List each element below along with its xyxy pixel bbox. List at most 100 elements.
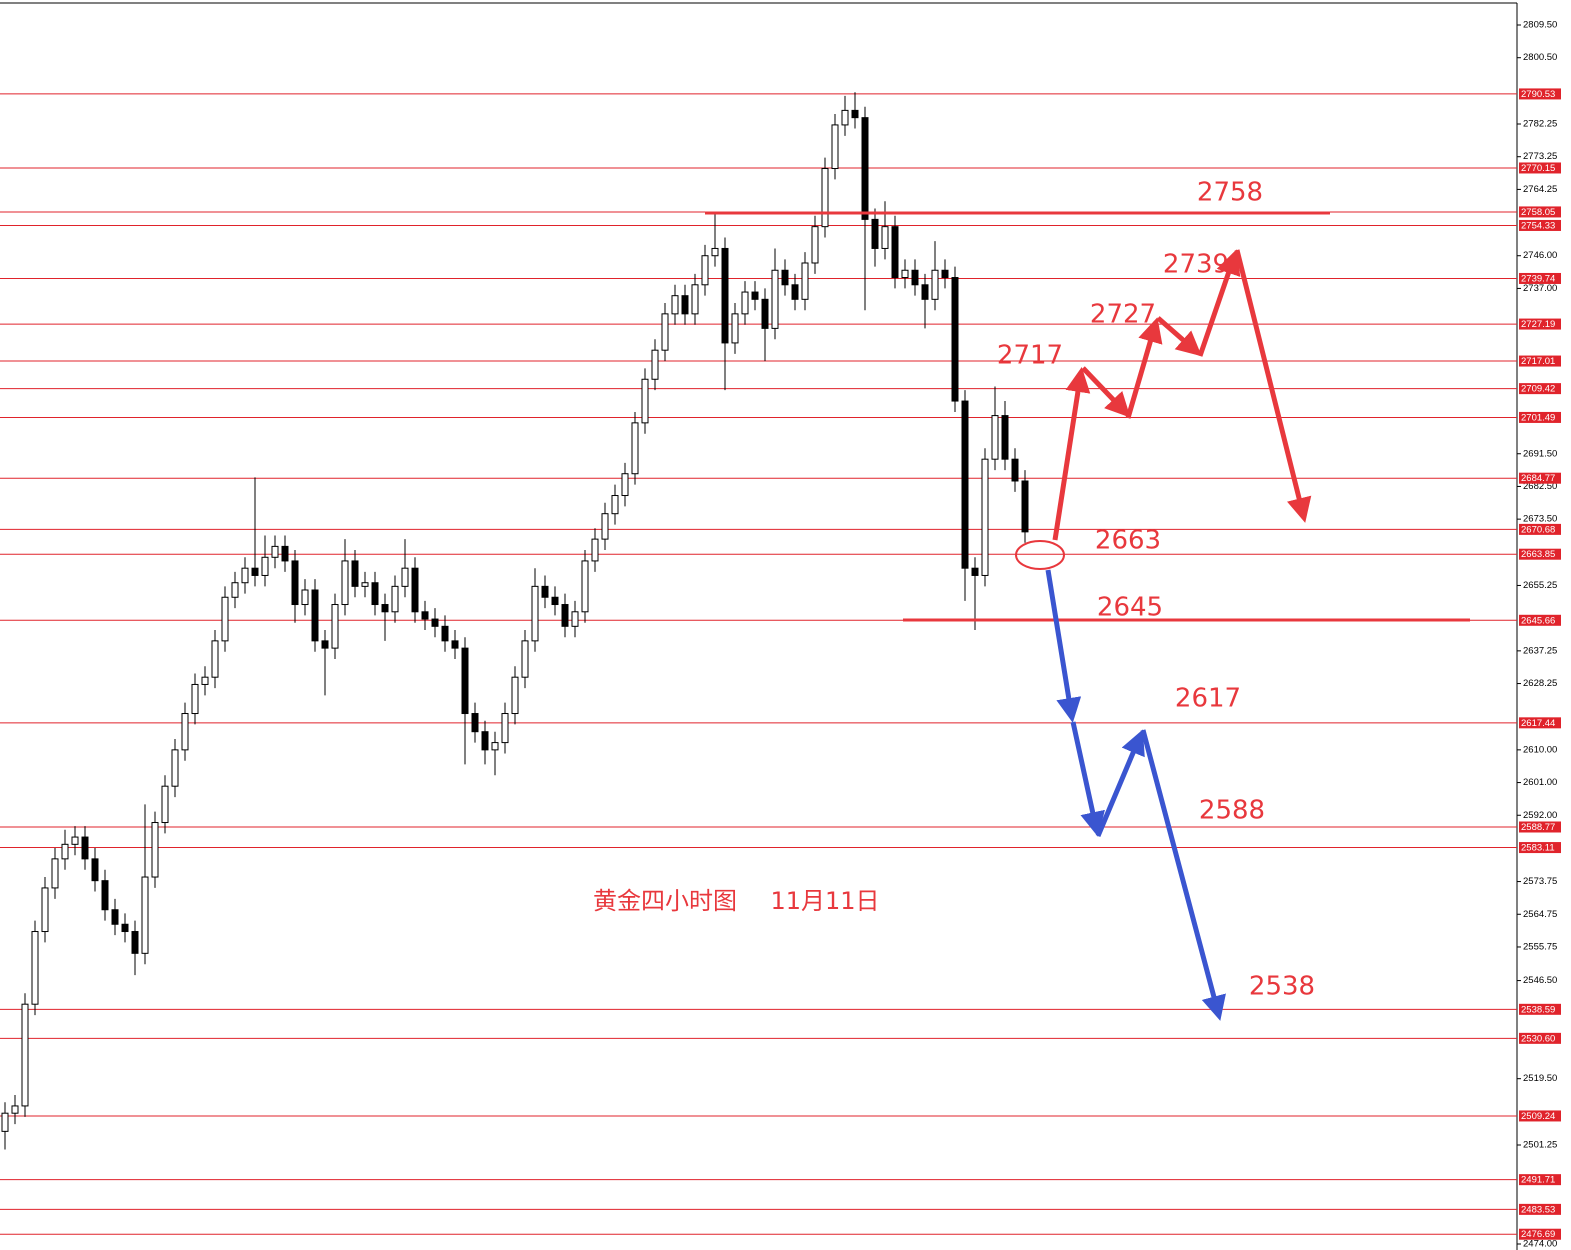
candle-body	[351, 560, 359, 587]
candle-body	[851, 109, 859, 119]
candle-body	[571, 611, 579, 627]
candle-body	[501, 713, 509, 744]
level-tag	[1519, 842, 1561, 854]
candle-body	[381, 604, 389, 613]
level-label: 2476.69	[1521, 1229, 1555, 1240]
caption-date: 11月11日	[770, 887, 879, 915]
level-label: 2754.33	[1521, 220, 1555, 231]
candle-body	[241, 567, 249, 584]
level-tag	[1519, 523, 1561, 535]
level-label: 2663.85	[1521, 549, 1555, 560]
candle-body	[41, 887, 49, 933]
candle-body	[581, 560, 589, 613]
candle-body	[331, 604, 339, 649]
candle-body	[631, 422, 639, 475]
candle-body	[591, 538, 599, 562]
annotation: 2727	[1090, 300, 1156, 330]
level-tag	[1519, 318, 1561, 330]
candle-body	[101, 880, 109, 911]
candle-body	[431, 618, 439, 627]
level-label: 2790.53	[1521, 89, 1555, 100]
bear-path	[1045, 569, 1226, 1021]
candle-body	[601, 513, 609, 540]
candle-body	[961, 400, 969, 569]
candle-body	[1011, 458, 1019, 482]
level-label: 2645.66	[1521, 615, 1555, 626]
level-tag	[1519, 411, 1561, 423]
candle-body	[461, 647, 469, 715]
y-tick-label: 2501.25	[1523, 1140, 1557, 1151]
candle-body	[901, 269, 909, 279]
level-label: 2509.24	[1521, 1111, 1555, 1122]
y-tick-label: 2592.00	[1523, 810, 1557, 821]
level-label: 2727.19	[1521, 319, 1555, 330]
candle-body	[971, 567, 979, 576]
candle-body	[771, 269, 779, 329]
candle-body	[801, 262, 809, 300]
level-label: 2739.74	[1521, 273, 1555, 284]
level-tag	[1519, 355, 1561, 367]
y-tick-label: 2474.00	[1523, 1239, 1557, 1250]
candle-body	[281, 545, 289, 562]
candle-body	[181, 713, 189, 751]
level-label: 2491.71	[1521, 1175, 1555, 1186]
y-tick-label: 2737.00	[1523, 283, 1557, 294]
candle-body	[681, 295, 689, 315]
level-label: 2538.59	[1521, 1004, 1555, 1015]
candle-body	[931, 269, 939, 300]
level-tag	[1519, 383, 1561, 395]
candle-body	[941, 269, 949, 279]
level-tag	[1519, 1032, 1561, 1044]
candle-body	[71, 836, 79, 845]
candle-body	[391, 585, 399, 613]
candle-body	[231, 582, 239, 598]
level-label: 2717.01	[1521, 356, 1555, 367]
level-tag	[1519, 219, 1561, 231]
candle-body	[81, 836, 89, 860]
candle-body	[321, 640, 329, 649]
level-tag	[1519, 1003, 1561, 1015]
candle-body	[671, 295, 679, 315]
y-tick-label: 2809.50	[1523, 20, 1557, 31]
bull-path	[1052, 249, 1312, 541]
candle-body	[201, 676, 209, 685]
level-tag	[1519, 206, 1561, 218]
annotation: 2663	[1095, 526, 1161, 556]
level-tag	[1519, 162, 1561, 174]
levels	[0, 93, 1517, 1235]
candle-body	[621, 473, 629, 497]
candle-body	[691, 284, 699, 315]
y-tick-label: 2773.25	[1523, 151, 1557, 162]
level-tag	[1519, 1203, 1561, 1215]
candle-body	[651, 349, 659, 380]
candle-body	[411, 567, 419, 613]
level-tag	[1519, 88, 1561, 100]
annotation: 2739	[1163, 250, 1229, 280]
candle-body	[811, 226, 819, 264]
y-tick-label: 2628.25	[1523, 678, 1557, 689]
candle-body	[561, 604, 569, 627]
candle-body	[701, 255, 709, 286]
y-tick-label: 2691.50	[1523, 448, 1557, 459]
candle-body	[861, 117, 869, 220]
candle-body	[361, 582, 369, 587]
candle-body	[31, 931, 39, 1005]
candle-body	[751, 291, 759, 300]
level-label: 2617.44	[1521, 718, 1555, 729]
annotation: 2645	[1097, 593, 1163, 623]
y-tick-label: 2555.75	[1523, 941, 1557, 952]
candle-body	[161, 785, 169, 824]
level-tag	[1519, 272, 1561, 284]
candle-body	[981, 458, 989, 576]
candle-body	[141, 876, 149, 954]
candle-body	[871, 218, 879, 249]
candle-body	[1001, 415, 1009, 460]
candle-body	[131, 931, 139, 954]
annotation: 2717	[997, 341, 1063, 371]
y-tick-label: 2601.00	[1523, 777, 1557, 788]
level-tag	[1519, 1110, 1561, 1122]
candle-body	[891, 226, 899, 279]
candle-body	[291, 560, 299, 606]
axis-labels: 2809.50 2800.50 2782.25 2773.25 2764.25 2746.…	[1517, 20, 1561, 1250]
